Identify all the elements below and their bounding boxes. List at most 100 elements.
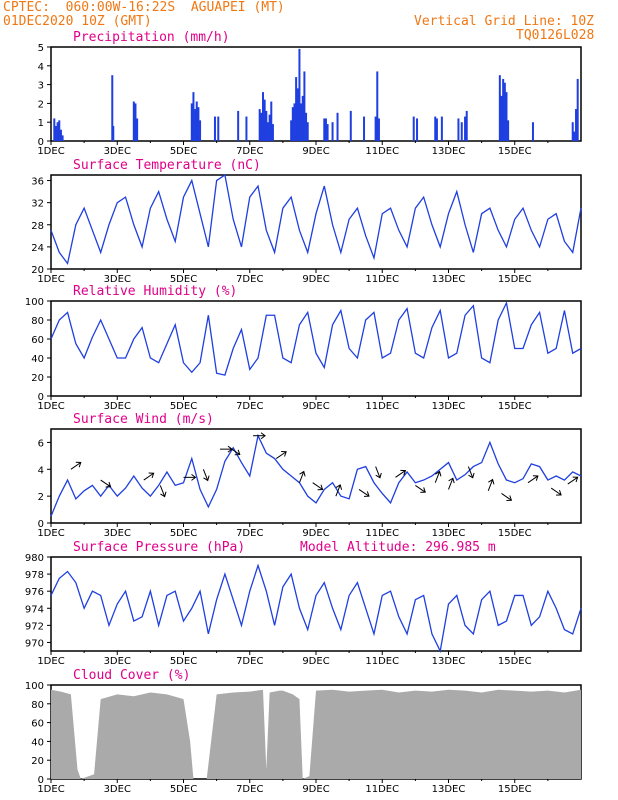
y-tick-label-5-1: 20 bbox=[31, 756, 44, 767]
precip-bar-37 bbox=[301, 95, 304, 141]
precip-bar-44 bbox=[331, 122, 334, 141]
x-tick-label-5-0: 1DEC bbox=[37, 784, 64, 795]
wind-vector-head-19 bbox=[468, 472, 475, 479]
wind-vector-head-20 bbox=[488, 478, 495, 485]
precip-bar-9 bbox=[134, 103, 137, 141]
precip-bar-34 bbox=[296, 88, 299, 141]
y-tick-label-3-3: 6 bbox=[38, 438, 44, 449]
wind-vector-head-4 bbox=[191, 473, 197, 481]
x-tick-label-2-3: 7DEC bbox=[236, 401, 263, 412]
x-tick-label-0-3: 7DEC bbox=[236, 146, 263, 157]
y-tick-label-5-4: 80 bbox=[31, 700, 44, 711]
precip-bar-1 bbox=[54, 125, 57, 141]
wind-vector-2 bbox=[143, 472, 154, 481]
panel-title-2: Relative Humidity (%) bbox=[73, 284, 237, 299]
wind-vector-15 bbox=[395, 470, 406, 478]
y-tick-label-4-4: 978 bbox=[25, 570, 44, 581]
x-tick-label-0-5: 11DEC bbox=[365, 146, 399, 157]
header-date: 01DEC2020 10Z (GMT) bbox=[3, 14, 152, 29]
series-line-3 bbox=[50, 433, 582, 517]
y-tick-label-2-1: 20 bbox=[31, 373, 44, 384]
x-tick-label-2-2: 5DEC bbox=[170, 401, 197, 412]
panel-title-4: Surface Pressure (hPa) bbox=[73, 540, 245, 555]
precip-bar-27 bbox=[268, 114, 271, 141]
precip-bar-5 bbox=[61, 135, 64, 141]
cloud-area bbox=[51, 689, 581, 779]
wind-vector-9 bbox=[275, 451, 287, 459]
panel-frame-1 bbox=[50, 174, 582, 270]
series-line-4 bbox=[50, 563, 582, 654]
x-tick-label-2-7: 15DEC bbox=[498, 401, 532, 412]
precip-bar-6 bbox=[111, 75, 114, 141]
precip-bar-70 bbox=[576, 78, 579, 141]
precip-bar-18 bbox=[217, 116, 220, 141]
precip-bar-12 bbox=[192, 92, 195, 141]
precip-bar-0 bbox=[53, 118, 56, 141]
y-tick-label-4-0: 970 bbox=[25, 638, 44, 649]
x-tick-label-3-7: 15DEC bbox=[498, 528, 532, 539]
wind-vector-20 bbox=[487, 479, 494, 491]
panel-annotation-4: Model Altitude: 296.985 m bbox=[300, 540, 496, 555]
y-tick-label-2-4: 80 bbox=[31, 316, 44, 327]
panel-title-0: Precipitation (mm/h) bbox=[73, 30, 230, 45]
wind-vector-11 bbox=[312, 482, 323, 490]
precip-bar-21 bbox=[258, 109, 261, 141]
x-tick-label-0-6: 13DEC bbox=[432, 146, 466, 157]
x-tick-label-3-3: 7DEC bbox=[236, 528, 263, 539]
precip-bar-58 bbox=[464, 116, 467, 141]
wind-vector-head-12 bbox=[335, 484, 343, 490]
precip-bar-10 bbox=[136, 118, 139, 141]
wind-vector-23 bbox=[550, 487, 562, 496]
precip-bar-61 bbox=[500, 95, 503, 141]
x-tick-label-5-4: 9DEC bbox=[302, 784, 329, 795]
wind-vector-24 bbox=[567, 476, 578, 485]
y-tick-label-5-2: 40 bbox=[31, 737, 44, 748]
precip-bar-62 bbox=[502, 78, 505, 141]
precip-bar-16 bbox=[199, 120, 202, 141]
y-tick-label-3-2: 4 bbox=[38, 465, 44, 476]
precip-bar-47 bbox=[363, 116, 366, 141]
y-tick-label-5-3: 60 bbox=[31, 719, 44, 730]
wind-vector-21 bbox=[501, 493, 512, 501]
y-tick-label-3-1: 2 bbox=[38, 492, 44, 503]
x-tick-label-3-5: 11DEC bbox=[365, 528, 399, 539]
precip-bar-13 bbox=[194, 109, 197, 141]
wind-vector-head-9 bbox=[281, 451, 287, 457]
x-tick-label-0-7: 15DEC bbox=[498, 146, 532, 157]
x-tick-label-5-3: 7DEC bbox=[236, 784, 263, 795]
x-tick-label-1-7: 15DEC bbox=[498, 274, 532, 285]
precip-bar-46 bbox=[349, 110, 352, 141]
x-tick-label-4-2: 5DEC bbox=[170, 656, 197, 667]
y-tick-label-2-5: 100 bbox=[25, 297, 44, 308]
x-tick-label-3-2: 5DEC bbox=[170, 528, 197, 539]
precip-bar-69 bbox=[575, 109, 578, 141]
wind-vector-19 bbox=[467, 466, 474, 478]
wind-vector-head-16 bbox=[420, 487, 426, 493]
precip-bar-40 bbox=[306, 122, 309, 141]
wind-vector-head-21 bbox=[506, 495, 513, 501]
wind-vector-head-8 bbox=[260, 432, 266, 440]
wind-vector-head-22 bbox=[532, 475, 539, 481]
precip-bar-50 bbox=[377, 118, 380, 141]
precip-bar-48 bbox=[374, 116, 377, 141]
precip-bar-53 bbox=[434, 116, 437, 141]
y-tick-label-2-3: 60 bbox=[31, 335, 44, 346]
wind-vector-7 bbox=[229, 447, 241, 455]
y-tick-label-1-2: 28 bbox=[31, 221, 44, 232]
x-tick-label-1-0: 1DEC bbox=[37, 274, 64, 285]
x-tick-label-4-6: 13DEC bbox=[432, 656, 466, 667]
precip-bar-68 bbox=[573, 131, 576, 141]
panel-title-5: Cloud Cover (%) bbox=[73, 668, 190, 683]
precip-bar-42 bbox=[324, 118, 327, 141]
precip-bar-59 bbox=[465, 110, 468, 141]
y-tick-label-2-2: 40 bbox=[31, 354, 44, 365]
wind-vector-1 bbox=[100, 479, 111, 488]
y-tick-label-1-4: 36 bbox=[31, 177, 44, 188]
wind-vector-13 bbox=[358, 489, 370, 497]
x-tick-label-5-1: 3DEC bbox=[104, 784, 131, 795]
panel-title-1: Surface Temperature (nC) bbox=[73, 158, 261, 173]
x-tick-label-2-1: 3DEC bbox=[104, 401, 131, 412]
precip-bar-39 bbox=[305, 112, 308, 141]
x-tick-label-0-0: 1DEC bbox=[37, 146, 64, 157]
x-tick-label-3-1: 3DEC bbox=[104, 528, 131, 539]
